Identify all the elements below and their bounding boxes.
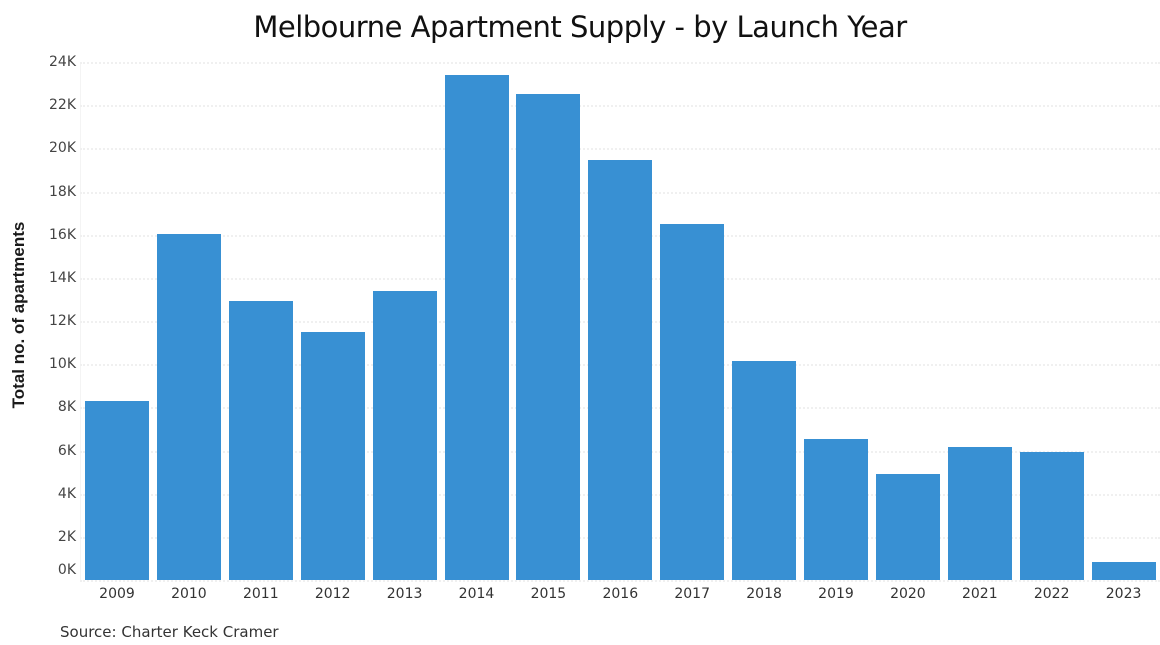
y-tick-label: 6K	[57, 442, 76, 459]
bar-2013[interactable]	[372, 290, 437, 580]
y-tick-label: 10K	[49, 356, 76, 373]
bar-2010[interactable]	[156, 233, 221, 580]
x-tick-label: 2009	[99, 586, 135, 602]
gridline	[80, 148, 1160, 151]
bar-2020[interactable]	[875, 474, 940, 580]
x-tick-label: 2012	[314, 586, 351, 602]
x-tick-label: 2010	[171, 586, 207, 602]
y-tick-label: 12K	[49, 313, 76, 329]
y-tick-label: 20K	[49, 140, 76, 157]
chart-title: Melbourne Apartment Supply - by Launch Y…	[253, 10, 907, 44]
y-axis-label: Total no. of apartments	[9, 221, 28, 409]
bar-2021[interactable]	[947, 447, 1012, 580]
gridline	[80, 580, 1160, 582]
x-tick-label: 2019	[818, 586, 854, 602]
y-tick-label: 4K	[57, 485, 76, 502]
x-tick-label: 2018	[746, 586, 782, 602]
bar-2016[interactable]	[588, 160, 653, 580]
gridline	[80, 105, 1160, 108]
bar-2017[interactable]	[660, 223, 725, 580]
x-tick-label: 2021	[961, 586, 998, 602]
bar-2012[interactable]	[300, 331, 365, 580]
x-tick-label: 2022	[1033, 586, 1070, 602]
bar-2019[interactable]	[804, 438, 868, 580]
x-tick-label: 2011	[242, 586, 279, 602]
bar-2018[interactable]	[732, 360, 797, 580]
x-tick-label: 2020	[890, 586, 926, 602]
y-tick-label: 24K	[49, 54, 76, 70]
y-tick-label: 18K	[49, 183, 76, 200]
plot-area	[80, 62, 1160, 582]
x-tick-label: 2014	[458, 586, 495, 602]
y-tick-label: 0K	[57, 562, 76, 578]
y-tick-label: 16K	[49, 226, 76, 243]
bar-2023[interactable]	[1091, 561, 1156, 580]
bar-2014[interactable]	[444, 74, 509, 580]
x-tick-label: 2015	[530, 586, 567, 602]
bar-2022[interactable]	[1019, 451, 1084, 580]
source-note: Source: Charter Keck Cramer	[60, 623, 279, 641]
y-tick-label: 8K	[57, 399, 76, 416]
bar-2009[interactable]	[85, 400, 149, 580]
gridline	[80, 62, 1160, 64]
x-tick-label: 2023	[1105, 586, 1142, 602]
x-tick-label: 2013	[386, 586, 423, 602]
x-tick-label: 2017	[674, 586, 710, 602]
bar-2011[interactable]	[228, 300, 293, 580]
y-tick-label: 14K	[49, 269, 76, 286]
y-tick-label: 22K	[49, 97, 76, 114]
x-tick-label: 2016	[602, 586, 639, 602]
bar-2015[interactable]	[516, 94, 581, 580]
y-tick-label: 2K	[57, 528, 76, 545]
